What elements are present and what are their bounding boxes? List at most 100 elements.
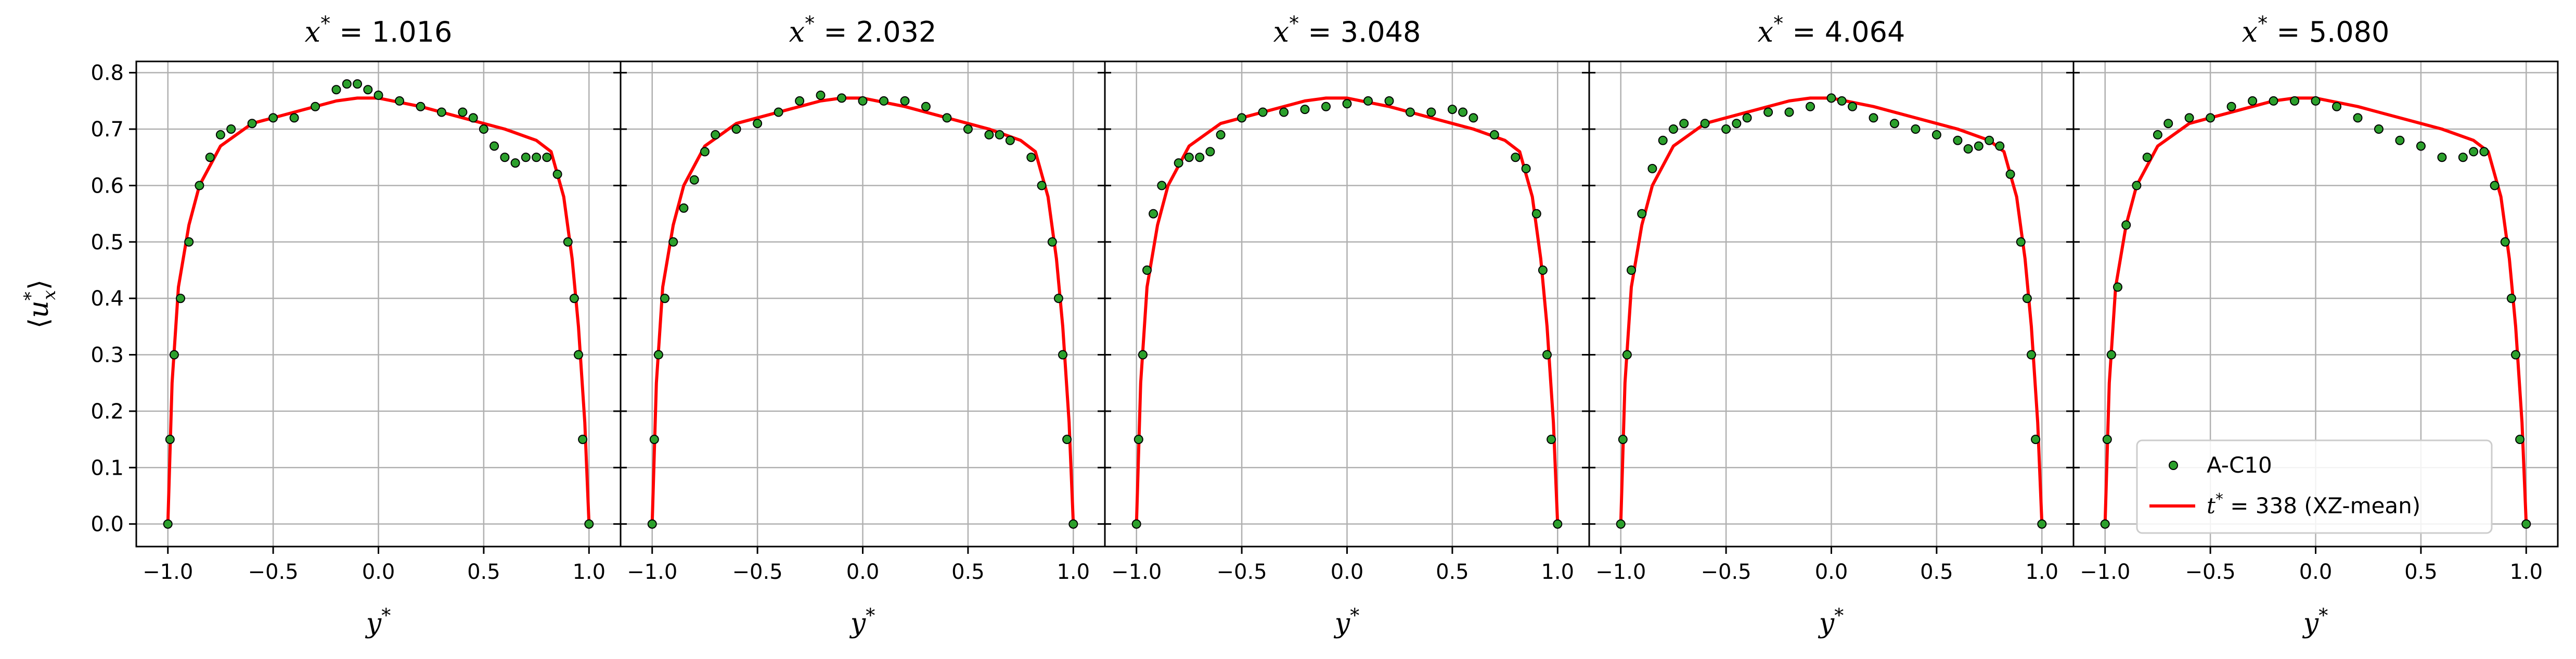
data-point-3-12 xyxy=(1742,113,1752,123)
data-point-3-3 xyxy=(1627,265,1636,275)
data-point-1-16 xyxy=(879,96,888,106)
data-point-4-10 xyxy=(2206,113,2216,123)
data-point-4-3 xyxy=(2113,282,2122,292)
data-point-0-34 xyxy=(578,435,588,445)
y-tick-label-1: 0.1 xyxy=(91,456,124,480)
data-point-0-24 xyxy=(490,141,499,151)
data-point-2-4 xyxy=(1149,209,1158,219)
x-tick-label-0-2: 0.0 xyxy=(362,560,395,584)
data-point-2-5 xyxy=(1157,181,1167,191)
data-point-3-23 xyxy=(1953,135,1963,145)
data-point-4-8 xyxy=(2163,119,2173,129)
data-point-4-12 xyxy=(2248,96,2258,106)
data-point-1-7 xyxy=(700,147,710,157)
legend-dot-marker xyxy=(2169,461,2178,470)
data-point-2-22 xyxy=(1458,107,1468,117)
x-tick-label-1-1: −0.5 xyxy=(732,560,783,584)
data-point-1-13 xyxy=(816,91,826,100)
data-point-2-30 xyxy=(1547,435,1556,445)
data-point-0-20 xyxy=(436,107,446,117)
y-tick-label-0: 0.0 xyxy=(91,513,124,537)
legend-label-dots: A-C10 xyxy=(2207,452,2272,478)
data-point-4-27 xyxy=(2506,294,2516,303)
data-point-3-30 xyxy=(2022,294,2032,303)
x-tick-label-2-2: 0.0 xyxy=(1331,560,1364,584)
data-point-2-27 xyxy=(1531,209,1541,219)
data-point-0-2 xyxy=(169,350,179,360)
x-tick-label-4-1: −0.5 xyxy=(2185,560,2236,584)
x-tick-label-3-1: −0.5 xyxy=(1701,560,1751,584)
data-point-0-0 xyxy=(163,519,173,529)
panel-title-2: x* = 3.048 xyxy=(1273,12,1421,48)
x-tick-label-3-4: 1.0 xyxy=(2025,560,2058,584)
data-point-0-27 xyxy=(521,153,531,162)
data-point-4-28 xyxy=(2511,350,2520,360)
data-point-0-1 xyxy=(165,435,175,445)
data-point-0-21 xyxy=(458,107,468,117)
data-point-1-8 xyxy=(711,130,720,140)
data-point-3-31 xyxy=(2027,350,2036,360)
data-point-0-16 xyxy=(363,85,373,95)
y-tick-label-3: 0.3 xyxy=(91,344,124,367)
legend-label-line: t* = 338 (XZ-mean) xyxy=(2207,490,2420,519)
data-point-4-22 xyxy=(2458,153,2468,162)
data-point-0-6 xyxy=(205,153,215,162)
data-point-0-11 xyxy=(289,113,299,123)
x-tick-label-3-2: 0.0 xyxy=(1815,560,1848,584)
data-point-3-22 xyxy=(1931,130,1941,140)
data-point-2-29 xyxy=(1542,350,1552,360)
data-point-0-29 xyxy=(542,153,552,162)
data-point-0-8 xyxy=(226,124,236,134)
x-tick-label-0-3: 0.5 xyxy=(467,560,500,584)
data-point-1-5 xyxy=(679,203,689,213)
data-point-3-0 xyxy=(1616,519,1626,529)
data-point-4-18 xyxy=(2374,124,2384,134)
x-tick-label-1-3: 0.5 xyxy=(951,560,985,584)
data-point-1-3 xyxy=(660,294,669,303)
data-point-0-30 xyxy=(552,169,562,179)
data-point-4-30 xyxy=(2521,519,2531,529)
y-tick-label-8: 0.8 xyxy=(91,61,124,85)
data-point-3-5 xyxy=(1647,163,1657,173)
data-point-2-25 xyxy=(1511,153,1521,162)
x-tick-label-2-3: 0.5 xyxy=(1436,560,1469,584)
data-point-3-7 xyxy=(1668,124,1678,134)
axes-layer xyxy=(129,60,2559,554)
data-point-2-21 xyxy=(1447,105,1457,115)
legend-layer: A-C10 t* = 338 (XZ-mean) xyxy=(2136,439,2493,534)
x-tick-label-2-1: −0.5 xyxy=(1217,560,1267,584)
grid-layer xyxy=(136,61,2558,547)
data-point-3-28 xyxy=(2005,169,2015,179)
x-tick-label-3-3: 0.5 xyxy=(1920,560,1953,584)
labels-layer: −1.0 −0.5 0.0 0.5 1.0 0.0 0.1 0.2 0.3 0.4 0.5 0.6 0.… xyxy=(20,12,2543,639)
x-axis-label-0: y* xyxy=(365,605,391,640)
x-axis-label-4: y* xyxy=(2302,605,2328,640)
data-point-0-17 xyxy=(373,91,383,100)
data-point-1-19 xyxy=(942,113,952,123)
data-point-4-13 xyxy=(2269,96,2278,106)
data-point-1-2 xyxy=(653,350,663,360)
data-point-3-4 xyxy=(1637,209,1647,219)
data-point-2-23 xyxy=(1469,113,1478,123)
data-point-1-20 xyxy=(963,124,973,134)
data-point-0-28 xyxy=(532,153,542,162)
data-point-0-26 xyxy=(510,158,520,168)
x-tick-label-3-0: −1.0 xyxy=(1595,560,1646,584)
mean-line-panel-2 xyxy=(1135,96,1560,526)
data-point-4-23 xyxy=(2469,147,2479,157)
data-point-3-13 xyxy=(1763,107,1773,117)
data-point-1-18 xyxy=(921,102,931,111)
data-point-2-15 xyxy=(1321,102,1331,111)
data-point-4-19 xyxy=(2395,135,2405,145)
data-point-3-27 xyxy=(1995,141,2005,151)
data-point-3-2 xyxy=(1622,350,1632,360)
panel-title-1: x* = 2.032 xyxy=(789,12,937,48)
x-tick-label-2-4: 1.0 xyxy=(1541,560,1574,584)
data-point-3-25 xyxy=(1974,141,1983,151)
data-point-1-21 xyxy=(984,130,994,140)
data-point-4-26 xyxy=(2500,237,2510,247)
data-point-4-11 xyxy=(2226,102,2236,111)
data-point-1-15 xyxy=(858,96,868,106)
data-point-1-9 xyxy=(731,124,741,134)
data-point-4-6 xyxy=(2142,153,2152,162)
